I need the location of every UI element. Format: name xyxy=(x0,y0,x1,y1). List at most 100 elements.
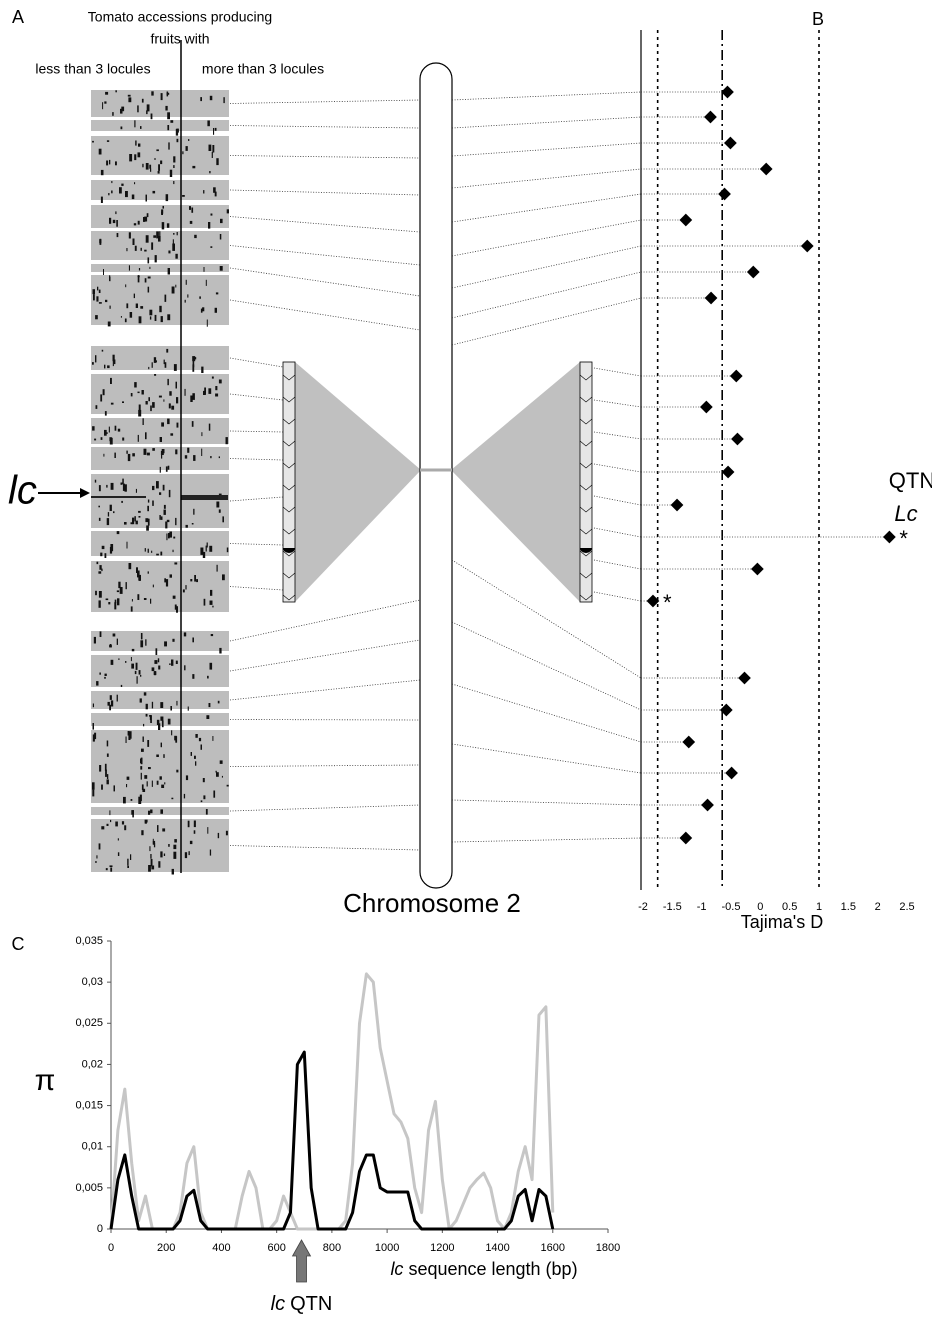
haplotype-cell xyxy=(187,294,189,298)
zoom-bar-segment xyxy=(579,506,593,513)
haplotype-cell xyxy=(92,426,95,431)
haplotype-cell xyxy=(149,164,152,169)
x-tick-label: 1800 xyxy=(596,1242,620,1254)
haplotype-cell xyxy=(95,405,98,409)
haplotype-cell xyxy=(150,854,152,859)
haplotype-cell xyxy=(94,438,97,441)
haplotype-cell xyxy=(124,522,127,525)
haplotype-cell xyxy=(92,782,95,790)
haplotype-cell xyxy=(109,504,112,511)
haplotype-cell xyxy=(160,702,164,708)
haplotype-cell xyxy=(139,577,141,581)
haplotype-cell xyxy=(200,308,203,313)
x-tick-label: 800 xyxy=(323,1242,341,1254)
x-tick-label: 1.5 xyxy=(841,901,856,913)
haplotype-cell xyxy=(175,660,178,664)
haplotype-cell xyxy=(142,163,144,168)
connector xyxy=(593,399,642,408)
haplotype-cell xyxy=(173,156,176,163)
haplotype-cell xyxy=(168,250,171,254)
haplotype-cell xyxy=(152,402,155,408)
haplotype-cell xyxy=(130,522,133,525)
haplotype-cell xyxy=(206,542,208,548)
haplotype-cell xyxy=(159,231,161,237)
haplotype-cell xyxy=(103,269,104,276)
haplotype-cell xyxy=(104,101,107,104)
haplotype-cell xyxy=(148,366,150,370)
haplotype-cell xyxy=(183,632,187,637)
haplotype-cell xyxy=(158,665,161,670)
haplotype-cell xyxy=(142,736,144,742)
zoom-bar-segment xyxy=(579,396,593,403)
haplotype-cell xyxy=(136,676,138,684)
haplotype-cell xyxy=(94,479,97,483)
qtn-arrow xyxy=(291,1239,312,1283)
haplotype-cell xyxy=(130,657,132,662)
connector xyxy=(451,559,642,679)
haplotype-cell xyxy=(150,716,152,723)
haplotype-cell xyxy=(193,455,196,461)
haplotype-cell xyxy=(183,793,186,799)
haplotype-cell xyxy=(108,426,110,433)
haplotype-cell xyxy=(150,858,153,867)
haplotype-cell xyxy=(110,377,112,384)
haplotype-cell xyxy=(111,190,113,194)
haplotype-cell xyxy=(226,547,229,553)
haplotype-cell xyxy=(169,574,172,578)
point xyxy=(746,265,760,279)
haplotype-cell xyxy=(151,667,155,672)
haplotype-cell xyxy=(143,692,147,696)
haplotype-cell xyxy=(116,220,118,227)
haplotype-cell xyxy=(125,661,127,663)
haplotype-cell xyxy=(167,125,170,131)
haplotype-cell xyxy=(147,499,150,503)
haplotype-cell xyxy=(114,452,116,458)
haplotype-block xyxy=(91,713,229,726)
haplotype-cell xyxy=(174,735,177,741)
haplotype-cell xyxy=(112,354,115,362)
zoom-bar-segment xyxy=(579,572,593,579)
haplotype-cell xyxy=(160,551,163,556)
haplotype-cell xyxy=(158,236,161,242)
haplotype-block xyxy=(91,730,229,803)
haplotype-cell xyxy=(157,825,159,832)
haplotype-cell xyxy=(192,360,195,368)
haplotype-cell xyxy=(95,355,97,363)
significance-marker: * xyxy=(663,590,672,615)
haplotype-cell xyxy=(141,390,144,395)
haplotype-cell xyxy=(109,305,111,309)
haplotype-cell xyxy=(152,840,156,844)
haplotype-cell xyxy=(193,830,196,834)
haplotype-cell xyxy=(147,740,150,747)
haplotype-cell xyxy=(93,636,96,644)
haplotype-cell xyxy=(147,518,150,526)
haplotype-cell xyxy=(185,585,187,590)
haplotype-cell xyxy=(140,674,142,677)
haplotype-cell xyxy=(202,307,205,312)
haplotype-cell xyxy=(106,518,110,526)
haplotype-cell xyxy=(156,719,160,725)
haplotype-cell xyxy=(145,639,147,646)
haplotype-cell xyxy=(219,760,223,764)
connector xyxy=(593,527,642,538)
chromosome-label: Chromosome 2 xyxy=(343,888,521,918)
haplotype-cell xyxy=(161,784,165,788)
haplotype-cell xyxy=(190,395,193,402)
haplotype-cell xyxy=(110,544,114,552)
haplotype-cell xyxy=(128,97,132,103)
zoom-bar-segment xyxy=(579,440,593,447)
zoom-bar-segment xyxy=(579,550,593,557)
haplotype-cell xyxy=(116,590,120,593)
haplotype-cell xyxy=(146,452,150,456)
haplotype-cell xyxy=(184,388,186,396)
haplotype-cell xyxy=(192,393,195,400)
haplotype-cell xyxy=(166,348,169,353)
y-tick-label: 0,035 xyxy=(75,935,103,947)
haplotype-block xyxy=(91,474,229,528)
haplotype-cell xyxy=(102,102,104,110)
haplotype-cell xyxy=(210,634,214,637)
haplotype-cell xyxy=(106,740,109,747)
haplotype-cell xyxy=(106,140,110,142)
x-tick-label: 1400 xyxy=(485,1242,509,1254)
haplotype-cell xyxy=(130,799,133,801)
